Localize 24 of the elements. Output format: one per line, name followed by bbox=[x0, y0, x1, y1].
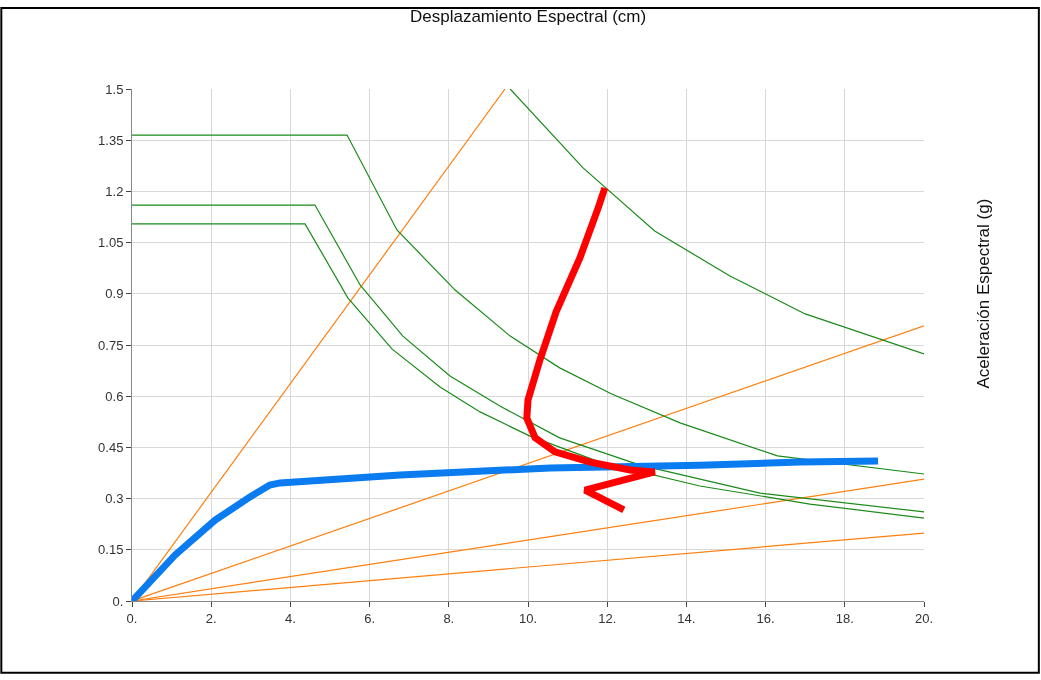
x-tick-label: 8. bbox=[443, 610, 455, 626]
x-tick-label: 20. bbox=[914, 610, 934, 626]
y-tick-label: 0.15 bbox=[98, 542, 124, 558]
x-tick-label: 4. bbox=[284, 610, 296, 626]
x-axis-title: Desplazamiento Espectral (cm) bbox=[410, 7, 647, 26]
y-tick-label: 1.35 bbox=[98, 132, 124, 148]
y-tick-label: 1.2 bbox=[105, 183, 124, 199]
y-tick-label: 1.5 bbox=[105, 81, 124, 97]
y-tick-label: 1.05 bbox=[98, 235, 124, 251]
y-tick-label: 0.3 bbox=[105, 491, 124, 507]
x-tick-label: 12. bbox=[598, 610, 617, 626]
x-tick-label: 0. bbox=[126, 610, 138, 626]
y-tick-label: 0.45 bbox=[98, 439, 124, 455]
y-tick-label: 0.6 bbox=[105, 388, 124, 404]
y-axis-title: Aceleración Espectral (g) bbox=[973, 198, 993, 389]
x-tick-label: 2. bbox=[205, 610, 217, 626]
x-tick-label: 16. bbox=[756, 610, 775, 626]
x-tick-label: 14. bbox=[677, 610, 696, 626]
x-tick-label: 6. bbox=[364, 610, 376, 626]
x-tick-label: 18. bbox=[835, 610, 854, 626]
y-tick-label: 0.75 bbox=[98, 337, 124, 353]
y-tick-label: 0. bbox=[112, 593, 124, 609]
x-tick-label: 10. bbox=[518, 610, 538, 626]
y-tick-label: 0.9 bbox=[105, 286, 124, 302]
